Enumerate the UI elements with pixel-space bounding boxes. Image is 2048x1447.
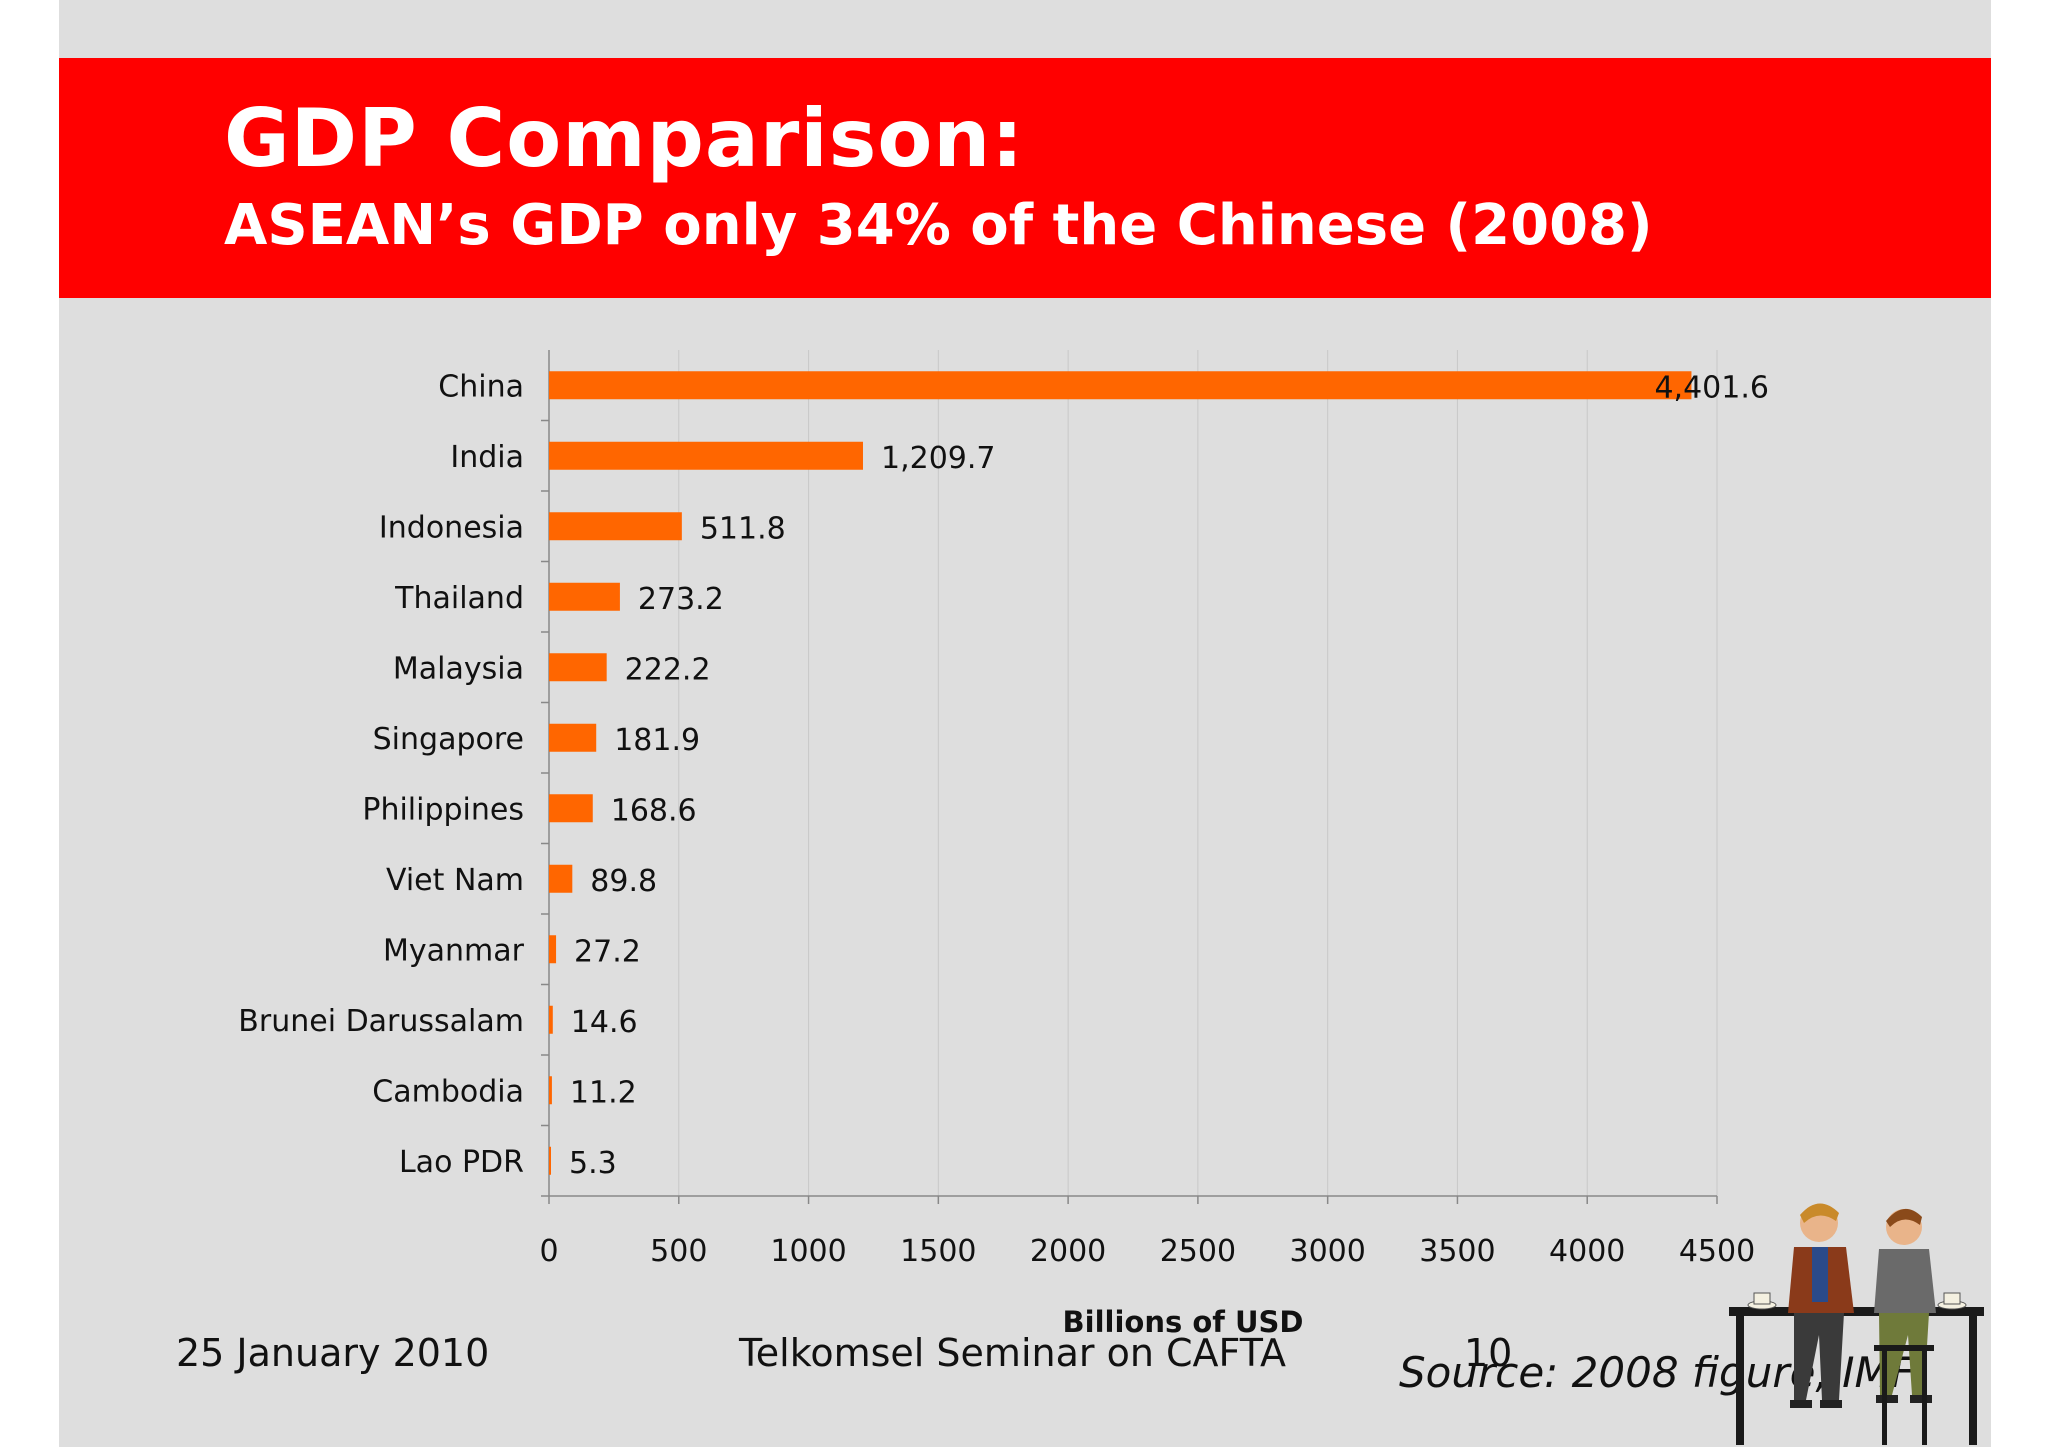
data-label: 11.2 [570,1075,637,1110]
bar [549,1146,551,1175]
category-label: Myanmar [383,933,525,968]
data-label: 222.2 [625,652,711,687]
x-tick-label: 3000 [1289,1234,1365,1269]
x-tick-label: 4500 [1679,1234,1755,1269]
gdp-bar-chart: 0 500 1000 1500 2000 2500 3000 3500 4000 4500 Chin… [238,350,1769,1339]
data-label: 4,401.6 [1654,370,1769,405]
bar [549,441,863,470]
bar [549,794,593,823]
data-label: 168.6 [611,793,697,828]
bar [549,1005,553,1034]
x-tick-label: 1000 [770,1234,846,1269]
category-label: Viet Nam [386,863,524,898]
bar [549,512,682,541]
category-label: Cambodia [372,1074,524,1109]
data-label: 511.8 [700,511,786,546]
bar [549,723,597,752]
bar [549,653,607,682]
category-label: Malaysia [393,651,524,686]
people-at-cafe-table-clipart [1729,1203,1984,1445]
x-tick-label: 4000 [1549,1234,1625,1269]
x-tick-label: 3500 [1419,1234,1495,1269]
category-label: Philippines [362,792,524,827]
data-label: 27.2 [574,934,641,969]
category-label: Singapore [373,722,524,757]
page-number: 10 [1464,1331,1513,1375]
category-label: Brunei Darussalam [238,1004,524,1039]
footer-date: 25 January 2010 [176,1331,490,1375]
x-tick-label: 500 [650,1234,707,1269]
slide: GDP Comparison: ASEAN’s GDP only 34% of … [59,0,1991,1447]
category-label: Indonesia [379,510,524,545]
bar [549,582,620,611]
title-banner [59,58,1991,298]
category-label: Lao PDR [399,1145,524,1180]
x-tick-label: 2500 [1160,1234,1236,1269]
slide-title: GDP Comparison: [224,92,1025,185]
category-label: India [450,440,524,475]
data-label: 5.3 [569,1146,617,1181]
data-label: 181.9 [614,723,700,758]
bar [549,1076,552,1105]
data-label: 89.8 [590,864,657,899]
data-label: 14.6 [571,1005,638,1040]
data-label: 273.2 [638,582,724,617]
x-axis-title: Billions of USD [1063,1305,1304,1339]
data-label: 1,209.7 [881,441,996,476]
category-label: China [438,369,524,404]
x-tick-label: 1500 [900,1234,976,1269]
bar [549,864,573,893]
x-tick-label: 2000 [1030,1234,1106,1269]
category-label: Thailand [394,581,524,616]
slide-subtitle: ASEAN’s GDP only 34% of the Chinese (200… [224,193,1653,258]
footer-event: Telkomsel Seminar on CAFTA [739,1331,1286,1375]
x-tick-label: 0 [539,1234,558,1269]
bar [549,371,1692,400]
bar [549,935,557,964]
